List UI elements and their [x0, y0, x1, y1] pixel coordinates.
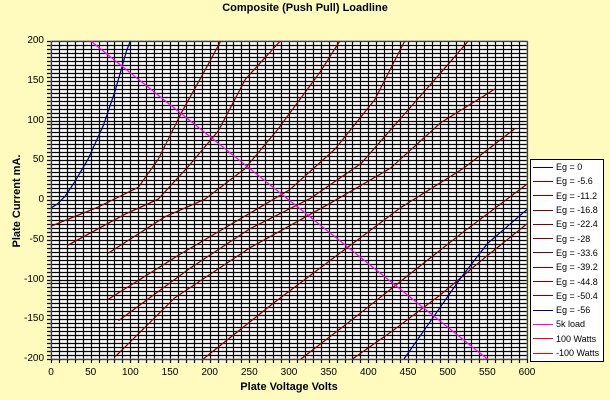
x-tick-label: 250 — [240, 367, 258, 378]
legend-swatch-icon — [533, 166, 553, 168]
legend-label: Eg = -22.4 — [556, 219, 598, 230]
legend-swatch-icon — [533, 238, 553, 240]
series-line — [51, 41, 131, 209]
legend-item: Eg = -16.8 — [531, 203, 603, 217]
x-tick-label: 350 — [320, 367, 337, 378]
legend-label: Eg = -11.2 — [556, 190, 598, 201]
legend-label: Eg = -5.6 — [556, 176, 593, 187]
y-tick-label: -200 — [23, 353, 44, 364]
x-tick-label: 150 — [161, 367, 179, 378]
x-tick-label: 0 — [48, 367, 54, 378]
legend-label: 100 Watts — [556, 333, 597, 344]
legend-item: -100 Watts — [531, 346, 603, 360]
series-line — [90, 41, 488, 359]
y-tick-label: -100 — [23, 273, 44, 285]
x-tick-label: 400 — [359, 367, 377, 378]
legend-swatch-icon — [533, 252, 553, 254]
legend-item: Eg = -11.2 — [531, 189, 603, 203]
series-line — [114, 88, 496, 358]
x-tick-label: 500 — [439, 367, 456, 378]
legend-item: Eg = 0 — [531, 160, 603, 174]
legend-swatch-icon — [533, 209, 553, 211]
y-tick-label: 200 — [27, 35, 44, 46]
chart-title: Composite (Push Pull) Loadline — [222, 2, 388, 14]
x-tick-label: 100 — [121, 367, 139, 378]
x-tick-label: 200 — [201, 367, 218, 378]
series-line — [67, 41, 281, 246]
x-tick-label: 50 — [85, 367, 97, 378]
legend-item: 5k load — [531, 317, 603, 331]
legend-item: Eg = -5.6 — [531, 174, 603, 188]
x-tick-label: 300 — [280, 367, 298, 378]
legend-label: Eg = -44.8 — [556, 276, 598, 287]
legend-swatch-icon — [533, 338, 553, 340]
legend-item: Eg = -22.4 — [531, 217, 603, 231]
legend: Eg = 0 Eg = -5.6 Eg = -11.2 Eg = -16.8 Eg = … — [530, 159, 604, 362]
y-tick-label: 100 — [27, 114, 44, 126]
x-tick-label: 600 — [518, 367, 536, 378]
legend-item: 100 Watts — [531, 332, 603, 346]
x-axis-label: Plate Voltage Volts — [240, 381, 338, 393]
x-tick-label: 550 — [478, 367, 496, 378]
legend-label: Eg = 0 — [556, 162, 583, 173]
legend-swatch-icon — [533, 180, 553, 182]
legend-label: Eg = -33.6 — [556, 247, 598, 258]
y-tick-label: -50 — [29, 233, 44, 245]
legend-item: Eg = -28 — [531, 231, 603, 245]
legend-swatch-icon — [533, 281, 553, 283]
legend-label: Eg = -28 — [556, 233, 591, 244]
y-tick-label: -150 — [23, 313, 44, 325]
legend-item: Eg = -50.4 — [531, 289, 603, 303]
y-tick-label: 50 — [32, 154, 44, 166]
series-line — [107, 41, 341, 254]
plot-border — [50, 40, 528, 360]
x-tick-label: 450 — [399, 367, 417, 378]
legend-label: -100 Watts — [556, 348, 600, 358]
legend-label: Eg = -16.8 — [556, 205, 598, 216]
series-line — [352, 223, 527, 359]
series-line — [403, 209, 527, 359]
legend-swatch-icon — [533, 323, 553, 325]
y-tick-label: 0 — [38, 194, 44, 205]
legend-label: Eg = -39.2 — [556, 262, 598, 273]
series-line — [202, 128, 516, 359]
series-line — [300, 183, 527, 359]
legend-item: Eg = -33.6 — [531, 246, 603, 260]
legend-swatch-icon — [533, 309, 553, 311]
legend-swatch-icon — [533, 223, 553, 225]
series-line — [107, 41, 406, 300]
series-line — [118, 41, 469, 322]
legend-label: 5k load — [556, 319, 586, 330]
legend-label: Eg = -56 — [556, 305, 591, 316]
legend-swatch-icon — [533, 195, 553, 197]
legend-swatch-icon — [533, 266, 553, 268]
legend-item: Eg = -39.2 — [531, 260, 603, 274]
legend-item: Eg = -44.8 — [531, 274, 603, 288]
legend-label: Eg = -50.4 — [556, 290, 598, 301]
legend-item: Eg = -56 — [531, 303, 603, 317]
legend-swatch-icon — [533, 352, 553, 354]
y-tick-label: 150 — [27, 74, 44, 86]
legend-swatch-icon — [533, 295, 553, 297]
series-line — [51, 41, 222, 227]
